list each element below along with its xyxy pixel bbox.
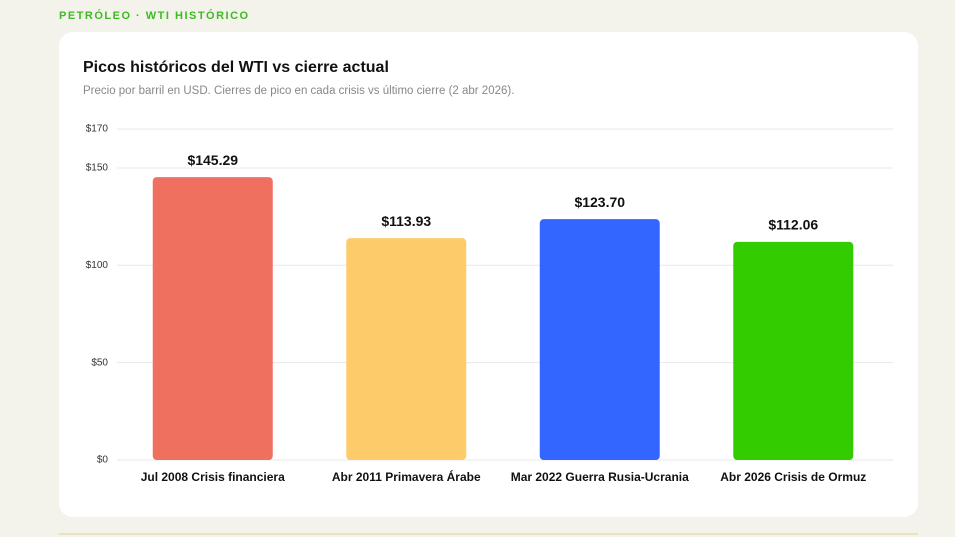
kicker: PETRÓLEO · WTI HISTÓRICO [59, 9, 250, 22]
chart-title: Picos históricos del WTI vs cierre actua… [83, 59, 389, 76]
value-label: $113.93 [381, 213, 431, 229]
y-tick-label: $50 [91, 357, 108, 368]
card [59, 32, 918, 517]
chart-subtitle: Precio por barril en USD. Cierres de pic… [83, 85, 514, 97]
value-label: $123.70 [574, 194, 625, 210]
bar [733, 241, 854, 460]
y-tick-label: $100 [86, 260, 109, 271]
x-tick-label: Abr 2026 Crisis de Ormuz [720, 470, 866, 484]
x-tick-label: Mar 2022 Guerra Rusia-Ucrania [511, 470, 689, 484]
y-tick-label: $170 [86, 124, 109, 135]
bar [539, 219, 660, 460]
x-tick-label: Jul 2008 Crisis financiera [141, 470, 285, 484]
y-tick-label: $0 [97, 455, 109, 466]
x-tick-label: Abr 2011 Primavera Árabe [332, 469, 481, 484]
bar [152, 177, 273, 460]
bar [346, 238, 467, 460]
y-tick-label: $150 [86, 163, 109, 174]
value-label: $112.06 [768, 217, 818, 233]
value-label: $145.29 [187, 152, 238, 168]
